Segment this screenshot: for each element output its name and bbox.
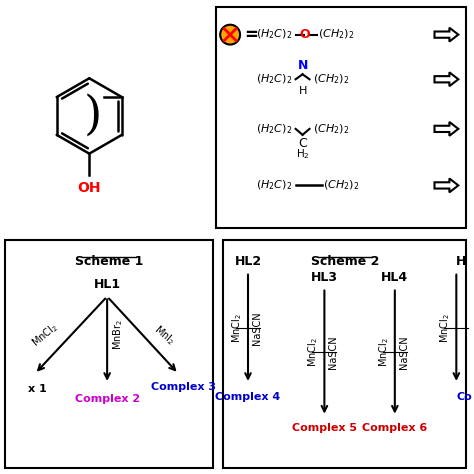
- Text: O: O: [299, 28, 310, 41]
- FancyBboxPatch shape: [223, 240, 466, 468]
- FancyArrow shape: [435, 73, 458, 86]
- Text: Complex 6: Complex 6: [362, 423, 428, 433]
- FancyBboxPatch shape: [5, 240, 213, 468]
- Text: $(CH_2)_2$: $(CH_2)_2$: [323, 179, 360, 192]
- Text: N: N: [297, 59, 308, 73]
- Text: $(CH_2)_2$: $(CH_2)_2$: [313, 122, 350, 136]
- Text: H$_2$: H$_2$: [296, 147, 310, 161]
- Text: OH: OH: [78, 182, 101, 195]
- Text: Scheme 2: Scheme 2: [310, 255, 379, 268]
- Text: $(CH_2)_2$: $(CH_2)_2$: [319, 28, 355, 41]
- Text: $(H_2C)_2$: $(H_2C)_2$: [256, 122, 292, 136]
- Text: $(H_2C)_2$: $(H_2C)_2$: [256, 179, 292, 192]
- Text: MnCl$_2$: MnCl$_2$: [438, 313, 452, 343]
- Text: =: =: [244, 26, 258, 44]
- Text: Complex 5: Complex 5: [292, 423, 357, 433]
- Text: HL3: HL3: [311, 271, 338, 284]
- Text: MnBr$_2$: MnBr$_2$: [111, 319, 125, 350]
- Text: H: H: [298, 86, 307, 96]
- Text: Complex 2: Complex 2: [74, 394, 140, 404]
- Text: $(H_2C)_2$: $(H_2C)_2$: [256, 28, 292, 41]
- Text: MnCl$_2$: MnCl$_2$: [29, 320, 61, 350]
- Text: MnCl$_2$: MnCl$_2$: [307, 337, 320, 367]
- Text: Scheme 1: Scheme 1: [75, 255, 143, 268]
- Text: HL4: HL4: [381, 271, 409, 284]
- Text: HL1: HL1: [93, 278, 121, 291]
- Circle shape: [220, 25, 240, 45]
- Text: C: C: [298, 137, 307, 150]
- Text: H: H: [456, 255, 467, 268]
- Text: MnCl$_2$: MnCl$_2$: [230, 313, 244, 343]
- Text: ): ): [84, 93, 102, 138]
- Text: NaSCN: NaSCN: [252, 311, 262, 345]
- Text: NaSCN: NaSCN: [328, 335, 338, 369]
- Text: $(CH_2)_2$: $(CH_2)_2$: [313, 73, 350, 86]
- FancyArrow shape: [435, 27, 458, 42]
- Text: HL2: HL2: [235, 255, 262, 268]
- Text: MnCl$_2$: MnCl$_2$: [377, 337, 391, 367]
- Text: $(H_2C)_2$: $(H_2C)_2$: [256, 73, 292, 86]
- FancyBboxPatch shape: [216, 7, 466, 228]
- Text: NaSCN: NaSCN: [399, 335, 409, 369]
- Text: Co: Co: [456, 392, 472, 401]
- Text: x 1: x 1: [28, 384, 46, 394]
- Text: MnI$_2$: MnI$_2$: [151, 322, 177, 348]
- FancyArrow shape: [435, 122, 458, 136]
- Text: Complex 4: Complex 4: [215, 392, 281, 401]
- Text: Complex 3: Complex 3: [151, 382, 216, 392]
- FancyArrow shape: [435, 179, 458, 192]
